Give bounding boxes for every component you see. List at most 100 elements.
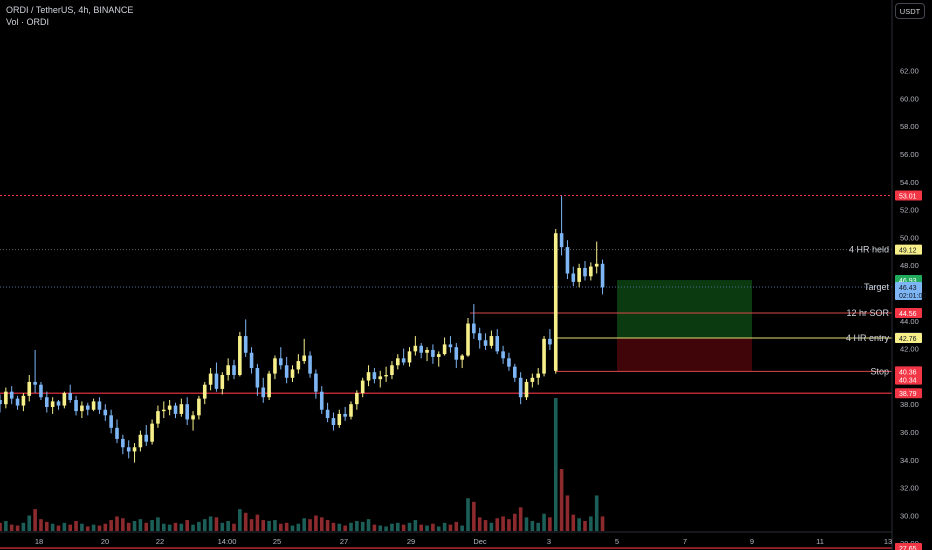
- candle-body: [238, 336, 242, 375]
- annotation-label: Stop: [870, 366, 889, 376]
- candle-body: [553, 233, 558, 371]
- volume-bar: [542, 513, 546, 531]
- time-axis[interactable]: 18 20 22 14:00 25 27 29 Dec 3 5 7 9 11 13: [35, 537, 892, 546]
- volume-bar: [173, 522, 178, 531]
- volume-bar: [571, 514, 576, 531]
- candle-body: [173, 405, 178, 414]
- price-label: 49.12: [895, 244, 922, 255]
- candle-body: [103, 409, 108, 416]
- profit-zone: [617, 280, 752, 339]
- candle-body: [109, 415, 113, 428]
- volume-bar: [232, 523, 236, 531]
- time-tick-label: 7: [683, 537, 687, 546]
- candle-body: [45, 397, 49, 407]
- candle-body: [97, 401, 102, 410]
- time-tick-label: 29: [407, 537, 415, 546]
- volume-bar: [431, 523, 435, 531]
- price-label-text: 53.01: [899, 194, 917, 201]
- candle-body: [349, 404, 353, 417]
- volume-bar: [577, 518, 581, 531]
- volume-bar: [103, 523, 108, 531]
- candle-body: [431, 349, 435, 357]
- volume-bar: [115, 516, 119, 531]
- price-label: 44.56: [895, 307, 922, 318]
- candle-body: [489, 336, 494, 346]
- price-tick-label: 42.00: [900, 345, 919, 354]
- volume-bar: [524, 517, 529, 531]
- volume-bar: [15, 525, 20, 531]
- price-label: 46.43: [895, 282, 922, 293]
- price-tick-label: 30.00: [900, 511, 919, 520]
- time-tick-label: 3: [547, 537, 551, 546]
- candle-body: [325, 409, 330, 419]
- volume-bar: [296, 523, 301, 531]
- candle-body: [319, 391, 324, 410]
- time-tick-label: 13: [884, 537, 892, 546]
- candle-body: [162, 409, 166, 412]
- candle-body: [378, 376, 383, 380]
- candle-body: [0, 400, 2, 405]
- volume-bar: [466, 498, 470, 531]
- price-label-text: 40.36: [899, 369, 917, 376]
- candle-body: [524, 381, 529, 398]
- price-label: 40.36: [895, 366, 922, 377]
- candles[interactable]: [0, 195, 605, 463]
- candle-body: [577, 267, 581, 282]
- candle-body: [50, 401, 55, 407]
- horizontal-levels[interactable]: [0, 195, 892, 549]
- price-label: 02:01:00: [895, 290, 926, 301]
- candle-body: [360, 380, 365, 394]
- candle-body: [15, 398, 20, 406]
- candle-body: [197, 398, 201, 416]
- candle-body: [232, 365, 236, 375]
- price-label-box: [895, 290, 922, 301]
- volume-bar: [413, 520, 418, 531]
- volume-bar: [325, 520, 330, 531]
- time-tick-label: Dec: [473, 537, 487, 546]
- candle-body: [507, 358, 511, 367]
- candle-body: [68, 393, 72, 401]
- volume-bar: [448, 524, 453, 531]
- price-tick-label: 62.00: [900, 67, 919, 76]
- candle-body: [384, 374, 388, 377]
- price-tick-label: 50.00: [900, 233, 919, 242]
- price-tick-label: 32.00: [900, 484, 919, 493]
- price-tick-label: 58.00: [900, 122, 919, 131]
- candle-body: [243, 336, 248, 353]
- volume-bar: [109, 520, 113, 531]
- candle-body: [80, 405, 84, 412]
- loss-zone: [617, 338, 752, 372]
- candle-body: [33, 381, 37, 385]
- price-label: 38.79: [895, 388, 922, 399]
- volume-bar: [144, 522, 149, 531]
- candle-body: [571, 273, 576, 282]
- volume-bar: [495, 518, 500, 531]
- volume-bar: [62, 522, 67, 531]
- price-label-box: [895, 307, 922, 318]
- candle-body: [407, 351, 412, 363]
- volume-bar: [501, 516, 505, 531]
- price-tick-label: 48.00: [900, 261, 919, 270]
- candle-body: [483, 340, 488, 346]
- candle-body: [536, 373, 540, 378]
- candle-body: [454, 347, 459, 360]
- candle-body: [442, 344, 447, 355]
- price-label-box: [895, 374, 922, 385]
- price-label: 42.76: [895, 333, 922, 344]
- volume-bar: [121, 518, 125, 531]
- volume-bar: [343, 525, 347, 531]
- volume-bar: [56, 525, 61, 531]
- volume-bar: [472, 501, 476, 531]
- volume-bar: [548, 517, 552, 531]
- volume-bar: [45, 521, 49, 531]
- currency-button[interactable]: USDT: [895, 3, 925, 19]
- candle-body: [518, 377, 523, 398]
- candle-body: [495, 336, 500, 352]
- volume-bar: [138, 519, 143, 531]
- volume-bar: [267, 520, 271, 531]
- candle-body: [150, 423, 154, 442]
- candle-body: [220, 374, 225, 389]
- volume-bar: [74, 520, 78, 531]
- price-tick-label: 34.00: [900, 456, 919, 465]
